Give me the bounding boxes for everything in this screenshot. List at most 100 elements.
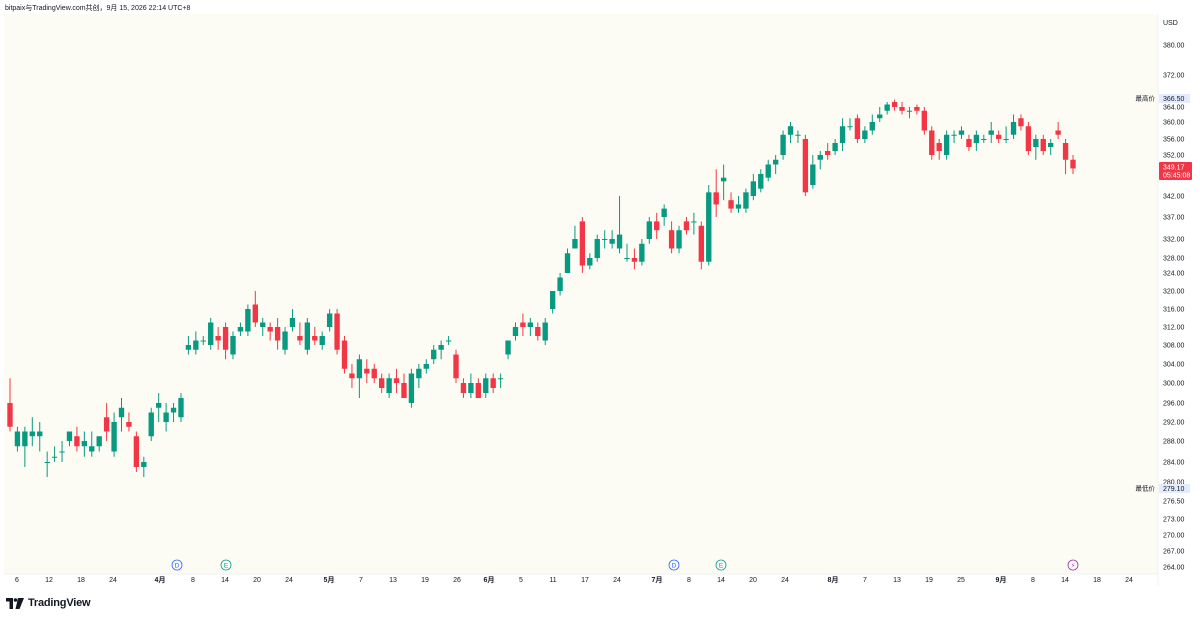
last-price-value: 349.17 [1163, 165, 1185, 172]
low-label-box [1159, 484, 1190, 493]
candle-body [854, 118, 861, 139]
candle-body [386, 378, 392, 393]
candle-body [1003, 139, 1009, 140]
candle-body [914, 107, 920, 111]
candle-body [51, 456, 58, 458]
candle-body [44, 462, 50, 463]
candle-body [274, 327, 281, 341]
y-tick-label: 280.00 [1163, 480, 1185, 487]
y-tick-label: 372.00 [1163, 73, 1185, 80]
candle-body [304, 322, 311, 350]
candle-body [654, 221, 660, 231]
candle-body [884, 104, 890, 111]
candle-body [825, 151, 831, 155]
x-tick-label: 8 [687, 577, 691, 584]
candle-body [14, 431, 21, 447]
candle-body [973, 134, 980, 143]
candle-body [118, 407, 125, 418]
x-tick-label: 24 [1125, 577, 1133, 584]
candle-body [780, 134, 786, 155]
candles [7, 99, 1076, 477]
candle-body [772, 159, 779, 165]
y-tick-label: 304.00 [1163, 362, 1185, 369]
y-tick-label: 364.00 [1163, 105, 1185, 112]
candle-body [349, 373, 355, 379]
candle-body [170, 407, 177, 413]
x-tick-label: 25 [957, 577, 965, 584]
event-marker-circle [220, 559, 232, 571]
candle-body [230, 336, 236, 355]
candle-body [832, 143, 838, 151]
event-marker: D [171, 559, 183, 571]
x-tick-label: 24 [613, 577, 621, 584]
x-tick-label: 9月 [996, 576, 1007, 584]
x-tick-label: 6 [15, 577, 19, 584]
y-tick-label: 337.00 [1163, 215, 1185, 222]
candle-body [817, 155, 823, 160]
candle-body [869, 122, 875, 131]
event-marker-circle [171, 559, 183, 571]
candle-body [423, 364, 429, 369]
y-axis-ticks: 380.00372.00368.00364.00360.00356.00352.… [1163, 43, 1185, 572]
low-label-text: 最低价 [1136, 484, 1156, 493]
plot-area[interactable] [4, 14, 1158, 574]
candle-body [193, 340, 199, 350]
candle-body [7, 403, 13, 427]
y-tick-label: 270.00 [1163, 533, 1185, 540]
candle-body [141, 462, 147, 467]
last-price-countdown: 05:45:08 [1163, 173, 1190, 180]
x-tick-label: 7 [359, 577, 363, 584]
x-tick-label: 7 [863, 577, 867, 584]
y-tick-label: 320.00 [1163, 289, 1185, 296]
event-marker-label: E [719, 563, 724, 570]
x-tick-label: 14 [717, 577, 725, 584]
candle-body [215, 336, 221, 341]
candle-body [624, 258, 630, 259]
x-tick-label: 14 [1061, 577, 1069, 584]
candle-body [453, 354, 459, 379]
x-tick-label: 5月 [324, 576, 335, 584]
time-axis-area[interactable] [4, 574, 1158, 586]
candle-body [936, 143, 942, 151]
last-price-box [1159, 162, 1192, 180]
chart-header-title: bitpaix与TradingView.com共创，9月 15, 2026 22… [5, 5, 191, 12]
candle-body [74, 436, 80, 447]
candle-body [148, 412, 154, 437]
candle-body [200, 340, 206, 342]
price-axis-area[interactable] [1158, 14, 1200, 574]
candle-body [37, 431, 43, 437]
candle-body [490, 378, 496, 388]
candle-body [943, 134, 950, 155]
event-marker: ⚡ [1067, 559, 1079, 571]
candle-body [602, 239, 608, 240]
y-tick-label: 264.00 [1163, 565, 1185, 572]
tradingview-logo[interactable]: TradingView [6, 596, 91, 610]
candle-body [1025, 126, 1032, 151]
candle-body [929, 130, 935, 155]
candle-body [89, 446, 95, 452]
candle-body [282, 331, 288, 350]
candle-body [66, 431, 73, 441]
candle-body [155, 403, 162, 408]
event-marker-circle [715, 559, 727, 571]
candle-body [646, 221, 652, 239]
candle-body [252, 304, 258, 323]
candle-body [683, 221, 690, 231]
candle-body [1033, 139, 1039, 147]
x-tick-label: 17 [581, 577, 589, 584]
x-tick-label: 26 [453, 577, 461, 584]
candle-body [906, 110, 913, 112]
high-label-box [1159, 94, 1190, 103]
event-marker: E [220, 559, 232, 571]
candle-body [497, 378, 504, 380]
event-marker: D [668, 559, 680, 571]
x-tick-label: 24 [781, 577, 789, 584]
candle-body [1018, 118, 1024, 127]
tradingview-logo-text: TradingView [28, 597, 91, 609]
candle-body [750, 181, 757, 196]
candle-body [1048, 143, 1054, 147]
candle-body [326, 313, 333, 327]
candle-body [795, 134, 801, 136]
candle-body [379, 378, 385, 388]
